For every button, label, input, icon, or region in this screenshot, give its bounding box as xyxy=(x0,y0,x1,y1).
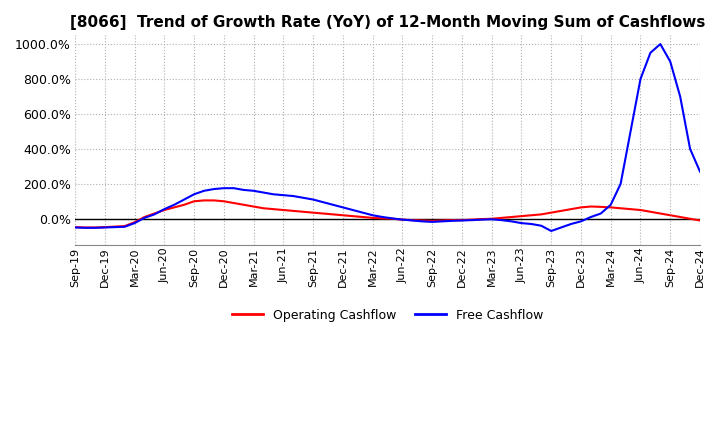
Title: [8066]  Trend of Growth Rate (YoY) of 12-Month Moving Sum of Cashflows: [8066] Trend of Growth Rate (YoY) of 12-… xyxy=(70,15,705,30)
Legend: Operating Cashflow, Free Cashflow: Operating Cashflow, Free Cashflow xyxy=(227,304,549,327)
